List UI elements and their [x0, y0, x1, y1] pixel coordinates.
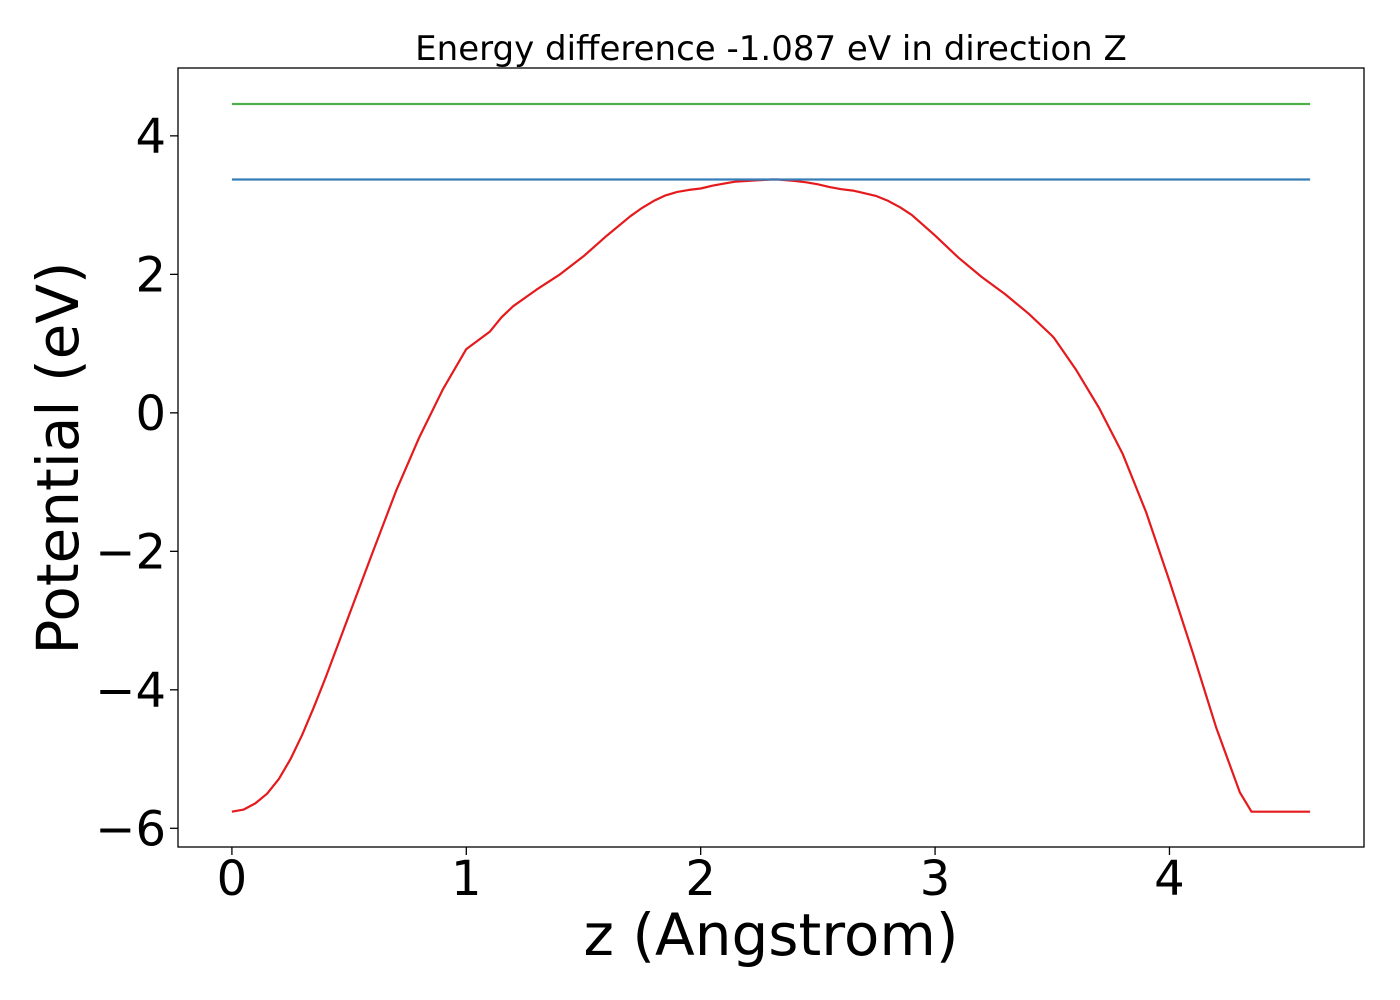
x-axis-label: z (Angstrom): [584, 901, 959, 969]
y-tick-label: −6: [95, 801, 166, 857]
x-axis-ticks: 0 1 2 3 4: [217, 847, 1185, 907]
y-axis-label: Potential (eV): [24, 261, 92, 654]
y-tick-label: 2: [135, 247, 166, 303]
series-line-0: [231, 178, 1311, 813]
x-tick-label: 4: [1154, 851, 1185, 907]
x-tick-label: 1: [451, 851, 482, 907]
plot-frame: [177, 67, 1365, 848]
x-tick-label: 0: [217, 851, 248, 907]
y-tick-label: 0: [135, 386, 166, 442]
y-tick-label: 4: [135, 109, 166, 165]
x-tick-label: 2: [685, 851, 716, 907]
x-tick-label: 3: [920, 851, 951, 907]
plot-lines: [231, 102, 1311, 813]
y-tick-label: −4: [95, 663, 166, 719]
y-axis-ticks: −6 −4 −2 0 2 4: [95, 109, 178, 857]
chart-title: Energy difference -1.087 eV in direction…: [415, 29, 1127, 69]
y-tick-label: −2: [95, 524, 166, 580]
